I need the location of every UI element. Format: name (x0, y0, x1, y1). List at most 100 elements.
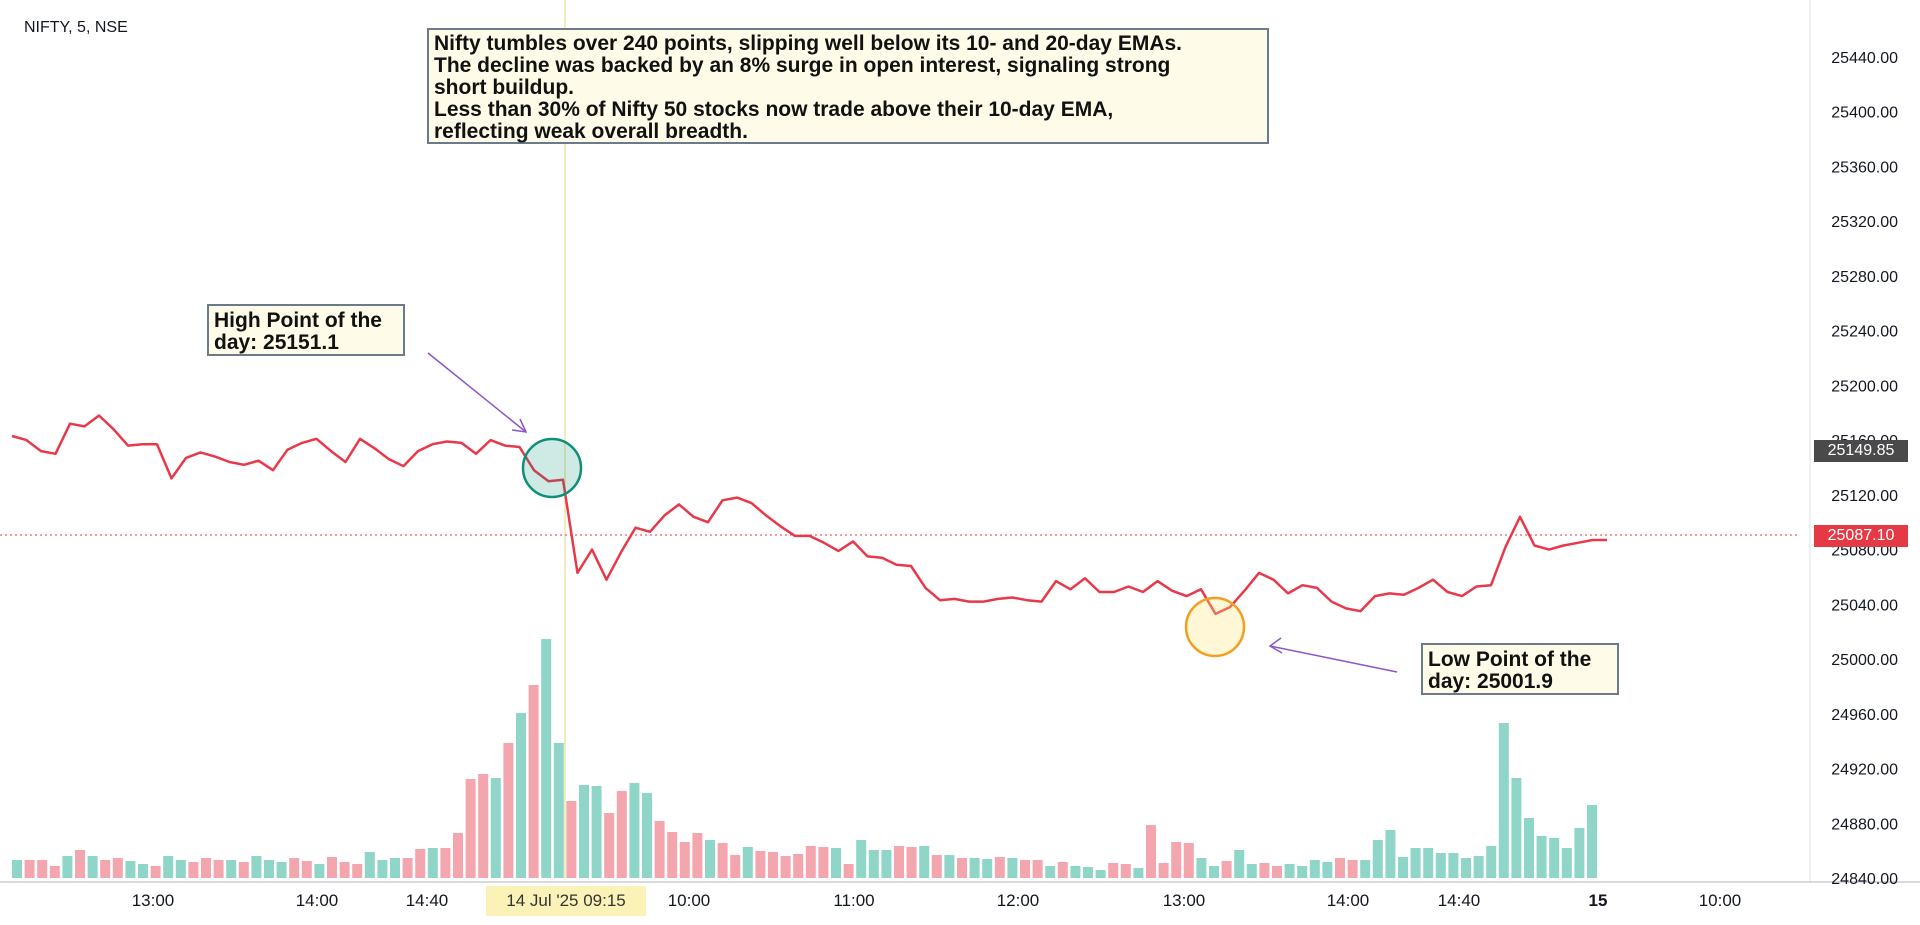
volume-bar (1385, 830, 1396, 878)
volume-bar (1435, 853, 1446, 878)
main-annotation-line: short buildup. (434, 76, 574, 100)
volume-bar (289, 858, 300, 878)
volume-bar (1095, 870, 1106, 878)
volume-bar (566, 801, 577, 878)
volume-bar (1183, 843, 1194, 878)
volume-bar (591, 786, 602, 878)
volume-bar (818, 847, 829, 878)
volume-bar (1171, 842, 1182, 878)
volume-bar (415, 849, 426, 878)
volume-bar (62, 856, 73, 878)
volume-bar (276, 862, 287, 878)
price-series-line (11, 414, 1607, 616)
price-tick-label: 24880.00 (1831, 816, 1898, 833)
volume-bar (805, 846, 816, 878)
volume-bar (478, 774, 489, 878)
volume-bar (465, 779, 476, 878)
volume-bar (100, 860, 111, 878)
volume-bar (1511, 778, 1522, 878)
volume-bar (931, 855, 942, 878)
volume-bar (1083, 867, 1093, 878)
volume-bar (1461, 858, 1471, 878)
volume-bars (12, 639, 1597, 878)
price-tick-label: 25120.00 (1831, 488, 1898, 505)
volume-bar (427, 848, 438, 878)
volume-bar (1360, 860, 1371, 878)
volume-bar (125, 861, 136, 878)
high-point-label: High Point of the (214, 309, 382, 332)
volume-bar (1108, 863, 1119, 878)
volume-bar (49, 866, 60, 878)
time-tick-label: 13:00 (1163, 891, 1206, 910)
volume-bar (642, 793, 652, 878)
price-tick-label: 24960.00 (1831, 707, 1898, 724)
volume-bar (188, 862, 199, 878)
low-point-label: Low Point of the (1428, 648, 1592, 671)
price-tick-label: 25040.00 (1831, 597, 1898, 614)
volume-bar (1133, 868, 1144, 878)
volume-bar (969, 858, 980, 878)
time-tick-label: 15 (1589, 891, 1608, 910)
volume-bar (175, 860, 186, 878)
price-tick-label: 24920.00 (1831, 762, 1898, 779)
volume-bar (1221, 861, 1232, 878)
volume-bar (1498, 723, 1509, 878)
volume-bar (1561, 848, 1572, 878)
volume-bar (238, 862, 249, 878)
volume-bar (1587, 805, 1597, 878)
volume-bar (906, 847, 917, 878)
volume-bar (579, 785, 589, 878)
volume-bar (112, 858, 123, 878)
volume-bar (856, 840, 867, 878)
volume-bar (327, 857, 337, 878)
volume-bar (831, 848, 841, 878)
price-tick-label: 24840.00 (1831, 871, 1898, 888)
volume-bar (138, 864, 148, 878)
volume-bar (251, 856, 262, 878)
volume-bar (1398, 857, 1408, 878)
high-point-annotation[interactable]: High Point of the day: 25151.1 (207, 304, 405, 356)
volume-bar (377, 860, 388, 878)
volume-bar (692, 833, 703, 878)
volume-bar (213, 860, 224, 878)
volume-bar (1486, 846, 1497, 878)
volume-bar (1549, 838, 1560, 878)
high-point-marker (521, 437, 583, 499)
main-annotation-line: Less than 30% of Nifty 50 stocks now tra… (434, 98, 1114, 122)
volume-bar (768, 852, 778, 878)
volume-bar (87, 856, 98, 878)
time-tick-label: 13:00 (132, 891, 175, 910)
low-point-marker (1184, 596, 1246, 658)
time-axis[interactable]: 13:00 14:00 14:40 10:00 11:00 12:00 13:00 14:00… (132, 891, 1742, 910)
volume-bar (1309, 860, 1320, 878)
crosshair-time-label: 14 Jul '25 09:15 (486, 886, 646, 916)
volume-bar (1297, 866, 1308, 878)
volume-bar (755, 851, 766, 878)
low-point-annotation[interactable]: Low Point of the day: 25001.9 (1421, 643, 1619, 695)
volume-bar (226, 860, 237, 878)
volume-bar (730, 855, 741, 878)
volume-bar (1335, 858, 1345, 878)
volume-bar (1007, 858, 1018, 878)
price-tick-label: 25000.00 (1831, 652, 1898, 669)
volume-bar (944, 855, 955, 878)
volume-bar (503, 743, 514, 878)
price-axis[interactable]: 25440.00 25400.00 25360.00 25320.00 25280.00… (1831, 50, 1898, 888)
volume-bar (1209, 866, 1219, 878)
main-annotation-line: reflecting weak overall breadth. (434, 120, 748, 144)
volume-bar (629, 783, 640, 878)
volume-bar (1272, 866, 1282, 878)
main-annotation-line: The decline was backed by an 8% surge in… (434, 54, 1171, 78)
low-point-value: day: 25001.9 (1428, 670, 1553, 694)
volume-bar (301, 861, 312, 878)
high-arrow (427, 352, 528, 433)
volume-bar (1347, 860, 1358, 878)
time-tick-label: 14:40 (1438, 891, 1481, 910)
volume-bar (667, 832, 678, 878)
volume-bar (1536, 836, 1547, 878)
volume-bar (654, 821, 665, 878)
volume-bar (1246, 864, 1257, 878)
price-tick-label: 25280.00 (1831, 269, 1898, 286)
main-annotation[interactable]: Nifty tumbles over 240 points, slipping … (427, 28, 1269, 144)
